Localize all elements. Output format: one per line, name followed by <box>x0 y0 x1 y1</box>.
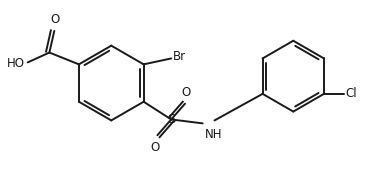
Text: O: O <box>50 13 60 26</box>
Text: Cl: Cl <box>346 87 357 100</box>
Text: O: O <box>151 141 160 154</box>
Text: NH: NH <box>205 128 222 141</box>
Text: S: S <box>167 113 175 126</box>
Text: O: O <box>181 86 191 99</box>
Text: HO: HO <box>7 57 25 70</box>
Text: Br: Br <box>173 50 186 63</box>
